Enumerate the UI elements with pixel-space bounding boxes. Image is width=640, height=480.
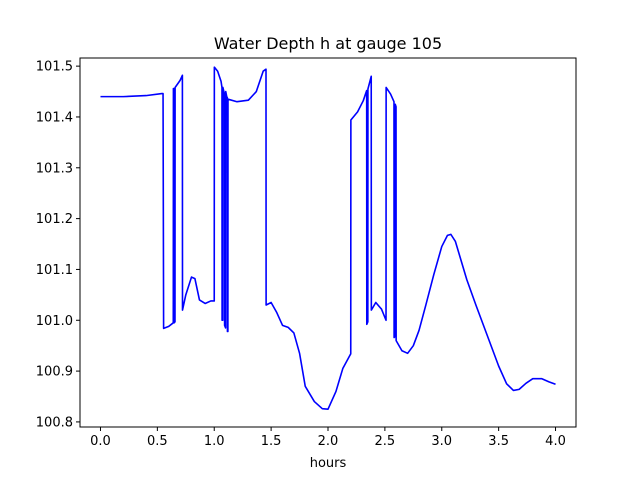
x-tick-label: 2.0: [318, 434, 339, 449]
x-tick-label: 3.5: [488, 434, 509, 449]
x-tick-label: 4.0: [545, 434, 566, 449]
y-tick-label: 101.1: [36, 263, 73, 278]
x-tick-label: 1.0: [204, 434, 225, 449]
y-tick-label: 101.3: [36, 161, 73, 176]
plot-area: 0.0 0.5 1.0 1.5 2.0 2.5 3.0 3.5 4.0 100.8 100.9 101…: [36, 57, 577, 449]
x-tick-label: 0.5: [147, 434, 168, 449]
x-tick-label: 0.0: [90, 434, 111, 449]
x-tick-label: 1.5: [261, 434, 282, 449]
y-tick-label: 101.4: [36, 110, 73, 125]
y-tick-label: 100.9: [36, 365, 73, 380]
chart-title: Water Depth h at gauge 105: [214, 34, 442, 53]
x-tick-label: 2.5: [375, 434, 396, 449]
x-axis-label: hours: [310, 456, 347, 471]
y-tick-label: 101.2: [36, 212, 73, 227]
x-tick-label: 3.0: [431, 434, 452, 449]
y-tick-label: 100.8: [36, 415, 73, 430]
y-tick-label: 101.5: [36, 60, 73, 75]
y-tick-label: 101.0: [36, 314, 73, 329]
series-line-0: [100, 66, 556, 411]
